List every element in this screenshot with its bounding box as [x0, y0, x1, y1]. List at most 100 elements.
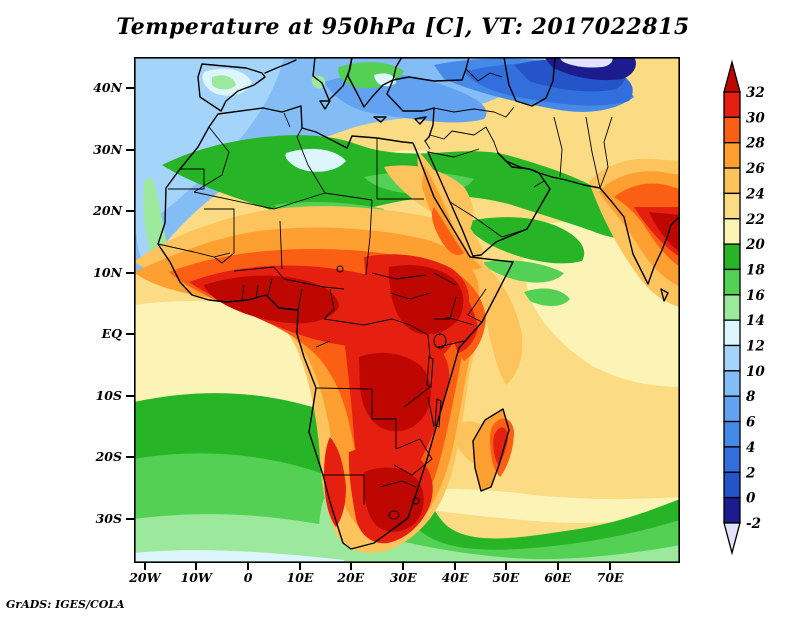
colorbar-segment	[723, 142, 741, 169]
colorbar-segment	[723, 243, 741, 271]
colorbar-label: 32	[746, 85, 765, 101]
colorbar-arrow-bottom	[723, 522, 741, 556]
sicily-coastline	[319, 100, 331, 110]
lat-tick	[126, 517, 134, 520]
lon-tick-label: 0	[243, 570, 253, 585]
lat-tick-label: 10S	[95, 388, 122, 404]
balkans-greece-coastline	[347, 57, 435, 142]
colorbar-segment	[723, 420, 741, 448]
colorbar-label: 30	[746, 110, 765, 126]
lon-tick	[402, 563, 405, 570]
lat-tick	[126, 455, 134, 458]
colorbar-segment	[723, 319, 741, 347]
colorbar-segment	[723, 218, 741, 245]
lon-tick-label: 50E	[492, 570, 520, 585]
colorbar-label: 20	[745, 237, 765, 253]
madagascar-coastline	[472, 408, 510, 492]
colorbar-segment	[723, 116, 741, 144]
colorbar-segment	[723, 167, 741, 195]
crete-coastline	[373, 116, 387, 123]
map-area	[134, 57, 680, 563]
lat-tick-label: 20S	[95, 448, 122, 464]
colorbar-segment	[723, 395, 741, 423]
lat-tick-label: 40N	[93, 79, 122, 95]
colorbar-segment	[723, 294, 741, 321]
colorbar-label: 16	[746, 288, 765, 304]
lat-tick	[126, 332, 134, 335]
lon-tick-label: 20E	[337, 570, 365, 585]
lon-tick-label: 70E	[596, 570, 624, 585]
colorbar-label: 26	[745, 161, 765, 177]
lat-tick	[126, 272, 134, 275]
lat-tick-label: EQ	[101, 325, 122, 341]
lon-tick	[504, 563, 507, 570]
colorbar-label: 12	[746, 339, 765, 355]
colorbar-label: 8	[746, 389, 756, 405]
lat-tick-label: 10N	[93, 265, 122, 281]
colorbar-segment	[723, 344, 741, 372]
lat-tick	[126, 209, 134, 212]
colorbar-label: 22	[745, 212, 765, 228]
colorbar-segment	[723, 268, 741, 296]
lon-tick-label: 20W	[129, 570, 161, 585]
lon-tick	[298, 563, 301, 570]
lakes	[336, 265, 447, 428]
iberia-coastline	[197, 63, 266, 112]
france-coastline	[264, 59, 297, 74]
lon-tick-label: 10W	[180, 570, 212, 585]
map-canvas	[134, 57, 680, 563]
lon-tick	[454, 563, 457, 570]
plot-title: Temperature at 950hPa [C], VT: 201702281…	[116, 14, 690, 40]
lake-malawi	[434, 398, 442, 428]
lat-tick-label: 30S	[95, 510, 122, 526]
colorbar: 32 30 28 26 24 22 20 18 16 14 12 10 8 6 4 2 0 -2	[712, 55, 800, 565]
swaziland-border	[412, 497, 420, 505]
colorbar-label: 28	[745, 136, 765, 152]
colorbar-segment	[723, 471, 741, 499]
lake-victoria	[433, 333, 447, 349]
map-frame	[134, 57, 680, 563]
country-borders	[157, 68, 613, 520]
colorbar-label: 18	[746, 262, 765, 278]
lon-tick	[349, 563, 352, 570]
colorbar-label: 2	[745, 465, 755, 481]
colorbar-label: 6	[746, 415, 756, 431]
sri-lanka-coastline	[660, 288, 669, 302]
lon-tick-label: 40E	[441, 570, 469, 585]
lon-tick	[143, 563, 146, 570]
lon-tick	[556, 563, 559, 570]
colorbar-label: 14	[746, 313, 765, 329]
lesotho-border	[388, 510, 400, 520]
lon-tick-label: 30E	[389, 570, 417, 585]
lat-tick	[126, 149, 134, 152]
lat-tick-label: 30N	[93, 142, 122, 158]
colorbar-segment	[723, 446, 741, 473]
lat-tick	[126, 86, 134, 89]
lon-tick	[195, 563, 198, 570]
lat-tick-label: 20N	[93, 202, 122, 218]
colorbar-label: 0	[746, 491, 756, 507]
black-sea-coastline	[392, 57, 470, 82]
lon-tick-label: 10E	[286, 570, 314, 585]
lake-chad	[336, 265, 344, 273]
colorbar-segment	[723, 91, 741, 119]
colorbar-segment	[723, 496, 741, 524]
lake-tanganyika	[426, 356, 434, 388]
colorbar-label: -2	[746, 516, 761, 532]
persian-gulf-india-coastline	[497, 152, 680, 285]
colorbar-arrow-top	[723, 59, 741, 93]
lon-tick-label: 60E	[544, 570, 572, 585]
credit-text: GrADS: IGES/COLA	[6, 598, 125, 611]
colorbar-segment	[723, 192, 741, 220]
lat-tick	[126, 395, 134, 398]
colorbar-label: 4	[746, 440, 755, 456]
colorbar-segment	[723, 370, 741, 397]
colorbar-label: 24	[745, 186, 765, 202]
lon-tick	[247, 563, 250, 570]
lon-tick	[609, 563, 612, 570]
colorbar-label: 10	[746, 364, 765, 380]
cyprus-coastline	[414, 116, 427, 125]
caspian-coastline	[503, 57, 556, 107]
